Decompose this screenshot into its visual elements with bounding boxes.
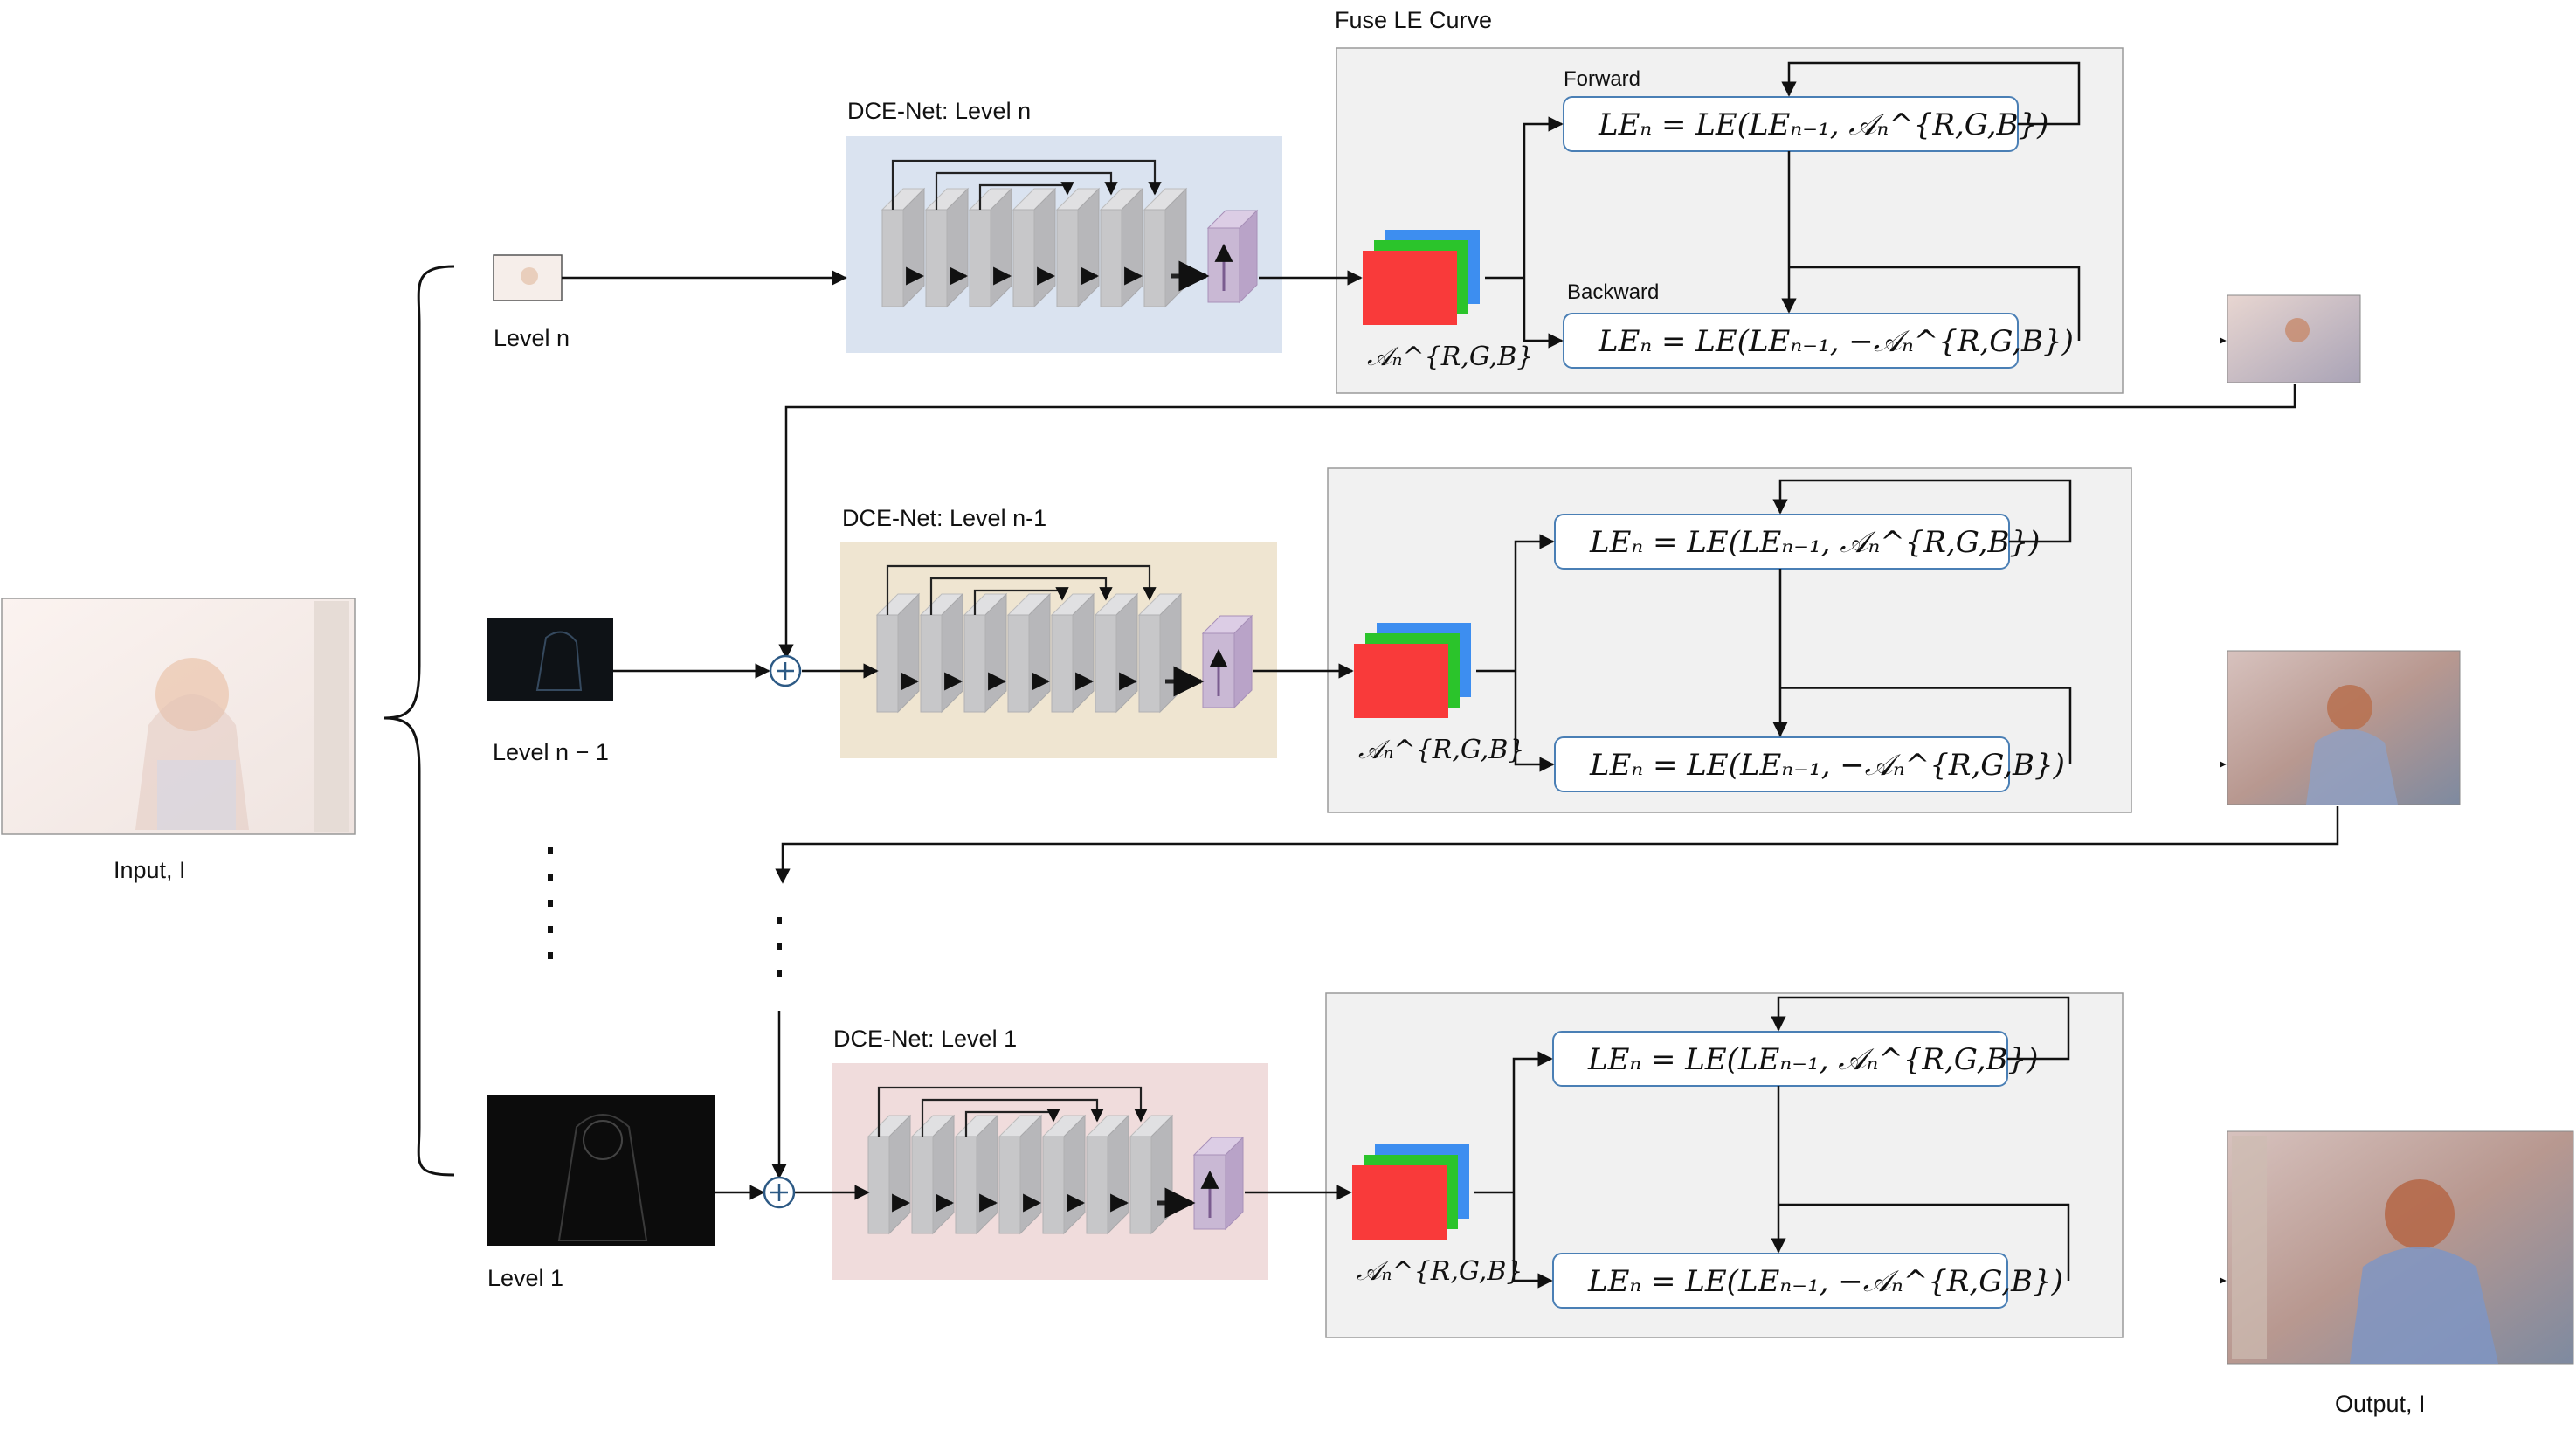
skip-connection — [921, 1098, 1104, 1137]
level-n-thumbnail — [493, 254, 563, 301]
conv-block — [1099, 187, 1144, 308]
skip-connection — [891, 159, 1162, 210]
conv-block — [924, 187, 970, 308]
level-n-dce-net-label: DCE-Net: Level n — [847, 98, 1031, 124]
conv-block — [1129, 1114, 1174, 1235]
level-1-backward-equation: LEₙ = LE(LEₙ₋₁, −𝒜ₙ^{R,G,B}) — [1552, 1253, 2063, 1309]
level-n-curve-maps — [1363, 230, 1480, 325]
svg-text:LEₙ = LE(LEₙ₋₁, 𝒜ₙ^{R,G,B}): LEₙ = LE(LEₙ₋₁, 𝒜ₙ^{R,G,B}) — [1598, 107, 2048, 142]
conv-block — [1055, 187, 1101, 308]
conv-block — [1137, 592, 1183, 714]
level-1-alpha-label: 𝒜ₙ^{R,G,B} — [1357, 1256, 1523, 1287]
level-1-label: Level 1 — [487, 1265, 563, 1291]
adder-level-n-1 — [769, 654, 802, 687]
level-n-dce-net — [846, 136, 1282, 353]
output-label: Output, I — [2335, 1391, 2426, 1417]
skip-connection — [886, 564, 1157, 615]
level-n-1-upsample-block — [1201, 614, 1253, 709]
level-1-dce-net — [832, 1063, 1268, 1280]
conv-block — [1050, 592, 1095, 714]
conv-block — [1012, 187, 1057, 308]
conv-block — [998, 1114, 1043, 1235]
final-output-image — [2227, 1130, 2574, 1365]
skip-connection — [929, 577, 1113, 615]
svg-text:LEₙ = LE(LEₙ₋₁, −𝒜ₙ^{R,G,B}): LEₙ = LE(LEₙ₋₁, −𝒜ₙ^{R,G,B}) — [1589, 748, 2065, 783]
level-n-1-dce-net — [840, 542, 1277, 758]
level-1-upsample-block — [1192, 1136, 1245, 1231]
level-n-1-forward-equation: LEₙ = LE(LEₙ₋₁, 𝒜ₙ^{R,G,B}) — [1554, 514, 2040, 570]
level-n-fuse-box: 𝒜ₙ^{R,G,B} LEₙ = LE(LEₙ₋₁, 𝒜ₙ^{R,G,B}) LEₙ… — [1336, 47, 2124, 394]
svg-text:LEₙ = LE(LEₙ₋₁, 𝒜ₙ^{R,G,B}): LEₙ = LE(LEₙ₋₁, 𝒜ₙ^{R,G,B}) — [1587, 1042, 2038, 1077]
conv-block — [1094, 592, 1139, 714]
conv-block — [881, 187, 926, 308]
level-1-thumbnail — [487, 1095, 715, 1246]
conv-block — [875, 592, 921, 714]
level-n-forward-equation: LEₙ = LE(LEₙ₋₁, 𝒜ₙ^{R,G,B}) — [1563, 96, 2048, 152]
level-n-backward-equation: LEₙ = LE(LEₙ₋₁, −𝒜ₙ^{R,G,B}) — [1563, 313, 2074, 369]
svg-text:LEₙ = LE(LEₙ₋₁, −𝒜ₙ^{R,G,B}): LEₙ = LE(LEₙ₋₁, −𝒜ₙ^{R,G,B}) — [1587, 1264, 2063, 1299]
input-image — [1, 598, 356, 835]
level-n-1-backward-equation: LEₙ = LE(LEₙ₋₁, −𝒜ₙ^{R,G,B}) — [1554, 736, 2065, 792]
level-n-upsample-block — [1206, 209, 1259, 304]
level-n-group: DCE-Net: Level n 𝒜ₙ^{R,G,B} LEₙ = LE(LEₙ₋₁… — [846, 47, 2227, 394]
conv-block — [968, 187, 1013, 308]
level-n-1-group: DCE-Net: Level n-1 𝒜ₙ^{R,G,B} LEₙ = LE(LEₙ… — [840, 467, 2227, 813]
level-n-1-alpha-label: 𝒜ₙ^{R,G,B} — [1358, 735, 1524, 765]
level-n-1-fuse-box: 𝒜ₙ^{R,G,B} LEₙ = LE(LEₙ₋₁, 𝒜ₙ^{R,G,B}) LEₙ… — [1327, 467, 2132, 813]
conv-block — [1143, 187, 1188, 308]
conv-block — [954, 1114, 999, 1235]
level-n-1-thumbnail — [487, 618, 613, 701]
level-n-1-label: Level n − 1 — [493, 739, 609, 765]
input-label: Input, I — [114, 857, 186, 883]
svg-text:LEₙ = LE(LEₙ₋₁, −𝒜ₙ^{R,G,B}): LEₙ = LE(LEₙ₋₁, −𝒜ₙ^{R,G,B}) — [1598, 324, 2074, 359]
level-n-1-dce-net-label: DCE-Net: Level n-1 — [842, 505, 1046, 531]
level-1-forward-equation: LEₙ = LE(LEₙ₋₁, 𝒜ₙ^{R,G,B}) — [1552, 1031, 2038, 1087]
level-1-fuse-wires — [1474, 996, 2070, 1289]
backward-label: Backward — [1567, 280, 1659, 304]
level-1-dce-net-label: DCE-Net: Level 1 — [833, 1026, 1017, 1052]
conv-block — [1085, 1114, 1130, 1235]
forward-label: Forward — [1564, 67, 1640, 91]
skip-connection — [935, 171, 1118, 210]
level-n-output-image — [2227, 294, 2361, 383]
level-ellipsis-dots — [548, 847, 553, 959]
level-n-1-curve-maps — [1354, 623, 1471, 718]
level-brace — [383, 265, 455, 1177]
level-1-fuse-box: 𝒜ₙ^{R,G,B} LEₙ = LE(LEₙ₋₁, 𝒜ₙ^{R,G,B}) LEₙ… — [1325, 992, 2124, 1338]
conv-block — [1041, 1114, 1087, 1235]
level-n-fuse-wires — [1485, 61, 2081, 349]
skip-connection — [964, 1109, 1060, 1137]
skip-connection — [973, 587, 1069, 615]
conv-block — [919, 592, 964, 714]
level-1-curve-maps — [1352, 1144, 1469, 1240]
fuse-title: Fuse LE Curve — [1335, 7, 1492, 33]
level-n-1-output-image — [2227, 650, 2461, 805]
skip-connection — [978, 182, 1074, 210]
svg-text:LEₙ = LE(LEₙ₋₁, 𝒜ₙ^{R,G,B}): LEₙ = LE(LEₙ₋₁, 𝒜ₙ^{R,G,B}) — [1589, 525, 2040, 560]
level-n-1-fuse-wires — [1476, 479, 2072, 772]
conv-block — [1006, 592, 1052, 714]
skip-connection — [877, 1086, 1148, 1137]
conv-block — [867, 1114, 912, 1235]
chain-ellipsis-dots — [777, 917, 782, 977]
level-n-label: Level n — [494, 325, 570, 351]
level-n-alpha-label: 𝒜ₙ^{R,G,B} — [1367, 342, 1533, 372]
conv-block — [910, 1114, 956, 1235]
cross-level-connectors — [562, 270, 2339, 1200]
adder-level-1 — [763, 1176, 796, 1209]
conv-block — [963, 592, 1008, 714]
level-1-group: DCE-Net: Level 1 𝒜ₙ^{R,G,B} LEₙ = LE(LEₙ₋₁… — [832, 992, 2227, 1338]
